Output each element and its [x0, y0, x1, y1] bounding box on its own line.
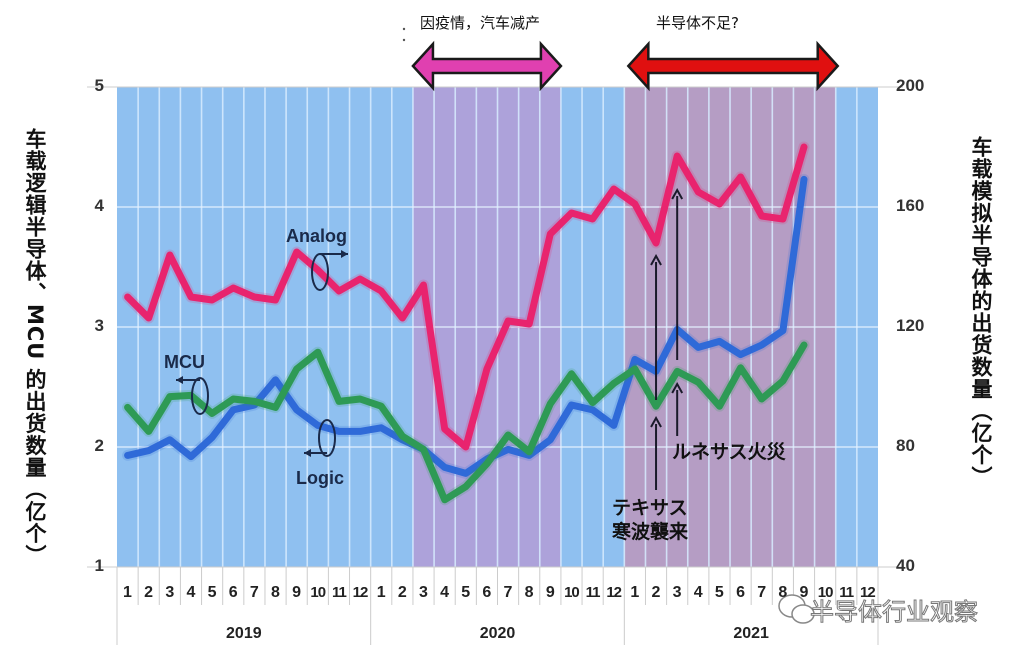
x-month-label: 2: [144, 584, 154, 601]
logic-axis-arrow-head: [304, 449, 311, 457]
x-year-label: 2020: [479, 625, 516, 642]
x-month-label: 6: [482, 584, 492, 601]
period-arrows: [411, 40, 840, 92]
note-renesas-fire: ルネサス火災: [672, 441, 786, 463]
x-month-label: 1: [123, 584, 132, 601]
renesas-arrow-lower-head: [671, 381, 684, 394]
callout-dot: [402, 38, 406, 42]
callout-covid: 因疫情，汽车减产: [410, 6, 551, 39]
texas-arrow-lower-head: [650, 415, 662, 428]
double-arrow-shortage: [626, 40, 840, 92]
series-line-logic: [124, 175, 808, 477]
logic-ellipse-icon: [318, 419, 336, 457]
x-month-label: 10: [564, 584, 580, 601]
x-month-label: 11: [585, 584, 601, 601]
y-axis-left-title: 车载逻辑半导体、MCU 的出货数量（亿个）: [23, 128, 47, 567]
y-left-tick: 4: [94, 196, 104, 215]
x-month-label: 3: [672, 584, 682, 601]
x-month-label: 11: [331, 584, 347, 601]
x-month-label: 8: [778, 584, 788, 601]
x-month-label: 3: [165, 584, 175, 601]
x-month-label: 4: [186, 584, 196, 601]
x-month-label: 10: [310, 584, 326, 601]
x-month-label: 1: [376, 584, 386, 601]
callout-shortage: 半导体不足?: [646, 6, 749, 39]
y-left-tick: 5: [94, 76, 104, 95]
x-month-label: 2: [651, 584, 661, 601]
renesas-arrow-upper-head: [671, 187, 684, 200]
x-month-label: 12: [352, 584, 369, 601]
series-label-analog: Analog: [286, 226, 347, 246]
axes: [87, 86, 903, 645]
x-month-label: 3: [418, 584, 428, 601]
mcu-ellipse-icon: [191, 377, 209, 415]
wechat-icon-bubble: [791, 604, 815, 624]
annotation-marks: [176, 27, 815, 624]
y-right-tick: 40: [896, 556, 915, 575]
x-month-label: 9: [799, 584, 809, 601]
x-month-label: 6: [228, 584, 238, 601]
x-month-label: 4: [693, 584, 703, 601]
x-month-label: 8: [524, 584, 534, 601]
x-year-label: 2019: [226, 625, 262, 642]
analog-axis-arrow-head: [341, 250, 348, 258]
x-month-label: 6: [736, 584, 745, 601]
y-left-tick: 3: [94, 316, 104, 335]
x-month-label: 5: [461, 584, 471, 601]
watermark: 半导体行业观察: [810, 598, 979, 627]
x-month-label: 12: [860, 584, 876, 601]
x-month-label: 11: [839, 584, 854, 601]
y-right-tick: 200: [896, 76, 925, 95]
x-month-label: 5: [207, 584, 217, 601]
x-month-label: 7: [757, 584, 767, 601]
note-texas-storm: テキサス 寒波襲来: [612, 496, 688, 544]
x-month-label: 7: [249, 584, 259, 601]
series-label-logic: Logic: [296, 468, 344, 488]
note-texas-line2: 寒波襲来: [612, 521, 689, 543]
series-lines: [122, 141, 810, 506]
x-month-label: 10: [817, 584, 834, 601]
y-left-tick: 1: [94, 556, 104, 575]
callout-dot: [402, 27, 406, 31]
x-month-label: 9: [292, 584, 302, 601]
x-month-label: 8: [271, 584, 280, 601]
x-month-label: 4: [440, 584, 450, 601]
x-month-label: 7: [503, 584, 513, 601]
x-year-label: 2021: [733, 625, 769, 642]
y-right-tick: 120: [896, 316, 925, 335]
x-month-label: 1: [630, 584, 640, 601]
series-line-mcu: [124, 341, 808, 504]
x-month-label: 12: [606, 584, 622, 601]
y-right-tick: 160: [896, 196, 925, 215]
x-month-label: 5: [714, 584, 724, 601]
double-arrow-covid: [411, 40, 563, 92]
series-label-mcu: MCU: [164, 352, 205, 372]
y-axis-right-title: 车载模拟半导体的出货数量（亿个）: [969, 136, 993, 488]
series-line-analog: [124, 143, 808, 451]
note-texas-line1: テキサス: [612, 497, 688, 519]
mcu-axis-arrow-head: [176, 376, 183, 384]
y-left-tick: 2: [94, 436, 104, 455]
y-right-tick: 80: [896, 436, 915, 455]
texas-arrow-upper-head: [650, 253, 662, 266]
x-month-label: 9: [545, 584, 555, 601]
gridlines: [117, 87, 878, 567]
x-month-label: 2: [397, 584, 407, 601]
